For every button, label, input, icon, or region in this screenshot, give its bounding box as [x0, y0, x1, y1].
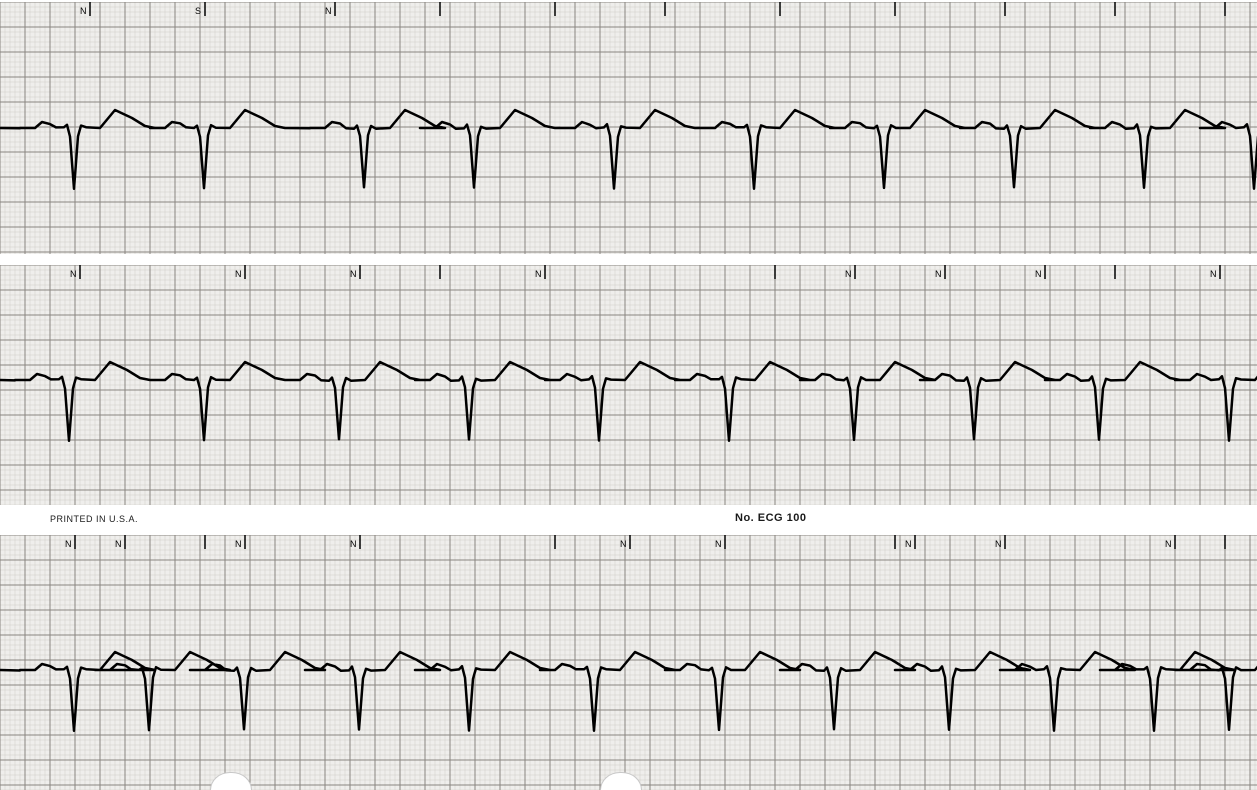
paper-number-label: No. ECG 100	[735, 512, 807, 524]
svg-text:N: N	[995, 539, 1002, 549]
printed-in-label: PRINTED IN U.S.A.	[50, 514, 138, 524]
svg-text:N: N	[535, 269, 542, 279]
svg-text:N: N	[935, 269, 942, 279]
svg-text:N: N	[620, 539, 627, 549]
svg-text:N: N	[235, 539, 242, 549]
svg-text:N: N	[350, 269, 357, 279]
svg-text:N: N	[1035, 269, 1042, 279]
svg-text:N: N	[1210, 269, 1217, 279]
svg-text:N: N	[350, 539, 357, 549]
svg-text:N: N	[70, 269, 77, 279]
svg-text:N: N	[115, 539, 122, 549]
svg-text:N: N	[325, 6, 332, 16]
svg-text:N: N	[1165, 539, 1172, 549]
ecg-strip-2: NNNNNNNN	[0, 265, 1257, 505]
svg-text:N: N	[905, 539, 912, 549]
svg-text:N: N	[845, 269, 852, 279]
ecg-strip-1: NSN	[0, 2, 1257, 254]
svg-text:N: N	[235, 269, 242, 279]
svg-text:N: N	[715, 539, 722, 549]
svg-text:S: S	[195, 6, 201, 16]
svg-text:N: N	[80, 6, 87, 16]
ecg-strip-3: NNNNNNNNN	[0, 535, 1257, 790]
svg-text:N: N	[65, 539, 72, 549]
ecg-page: PRINTED IN U.S.A. No. ECG 100 N S N N N N N N N N…	[0, 0, 1257, 790]
